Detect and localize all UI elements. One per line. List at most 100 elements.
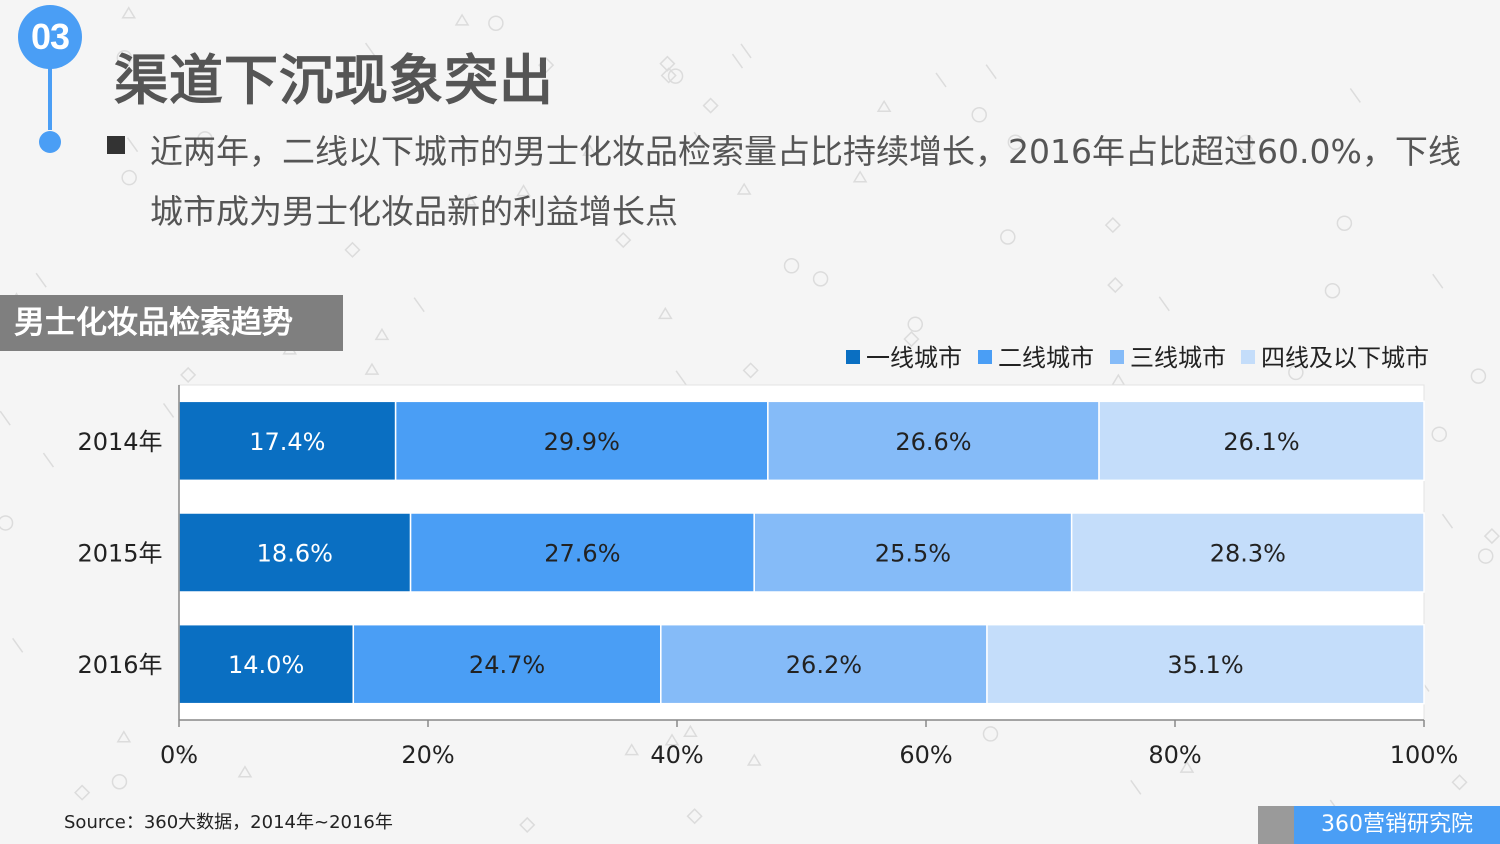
bg-triangle	[516, 184, 531, 197]
data-label: 28.3%	[1210, 540, 1286, 568]
data-label: 26.6%	[895, 428, 971, 456]
data-label: 14.0%	[228, 651, 304, 679]
bg-triangle	[736, 182, 752, 195]
bg-diamond	[686, 808, 703, 825]
source-note: Source：360大数据，2014年~2016年	[64, 812, 393, 833]
badge-dot	[39, 131, 61, 153]
data-label: 17.4%	[249, 428, 325, 456]
bg-circle	[982, 726, 999, 742]
bg-triangle	[582, 143, 597, 156]
bg-triangle	[746, 753, 762, 766]
data-label: 26.2%	[786, 651, 862, 679]
bg-line	[731, 53, 744, 69]
bg-line	[413, 297, 425, 313]
bg-diamond	[180, 366, 197, 383]
bg-circle	[488, 15, 504, 31]
bg-circle	[1324, 282, 1341, 299]
bar-segment	[178, 400, 397, 482]
x-tick-label: 40%	[650, 741, 703, 769]
bg-circle	[1470, 368, 1487, 384]
bg-diamond	[903, 331, 920, 348]
bg-diamond	[519, 816, 536, 833]
legend-swatch-2	[978, 350, 992, 364]
bar-segment	[753, 512, 1073, 593]
data-label: 35.1%	[1167, 651, 1243, 679]
bar-segment	[660, 623, 988, 705]
bg-circle	[0, 515, 14, 531]
bg-line	[1158, 296, 1170, 312]
bg-circle	[1336, 215, 1353, 231]
bg-circle	[121, 169, 137, 186]
bg-circle	[812, 271, 829, 287]
bg-circle	[1000, 229, 1016, 245]
data-label: 29.9%	[544, 428, 620, 456]
bg-triangle	[462, 193, 477, 206]
x-tick-label: 20%	[401, 741, 454, 769]
bg-diamond	[1104, 217, 1121, 234]
brand-logo: 360营销研究院	[1294, 806, 1500, 844]
bg-triangle	[624, 743, 640, 756]
section-number-badge: 03	[18, 5, 82, 69]
data-label: 26.1%	[1223, 428, 1299, 456]
bg-line	[935, 72, 947, 88]
bg-diamond	[344, 241, 361, 258]
bar-segment	[394, 400, 769, 482]
bg-circle	[111, 774, 128, 790]
bg-circle	[907, 316, 924, 333]
bg-triangle	[116, 730, 132, 743]
page-title: 渠道下沉现象突出	[114, 49, 554, 112]
bar-segment	[1098, 400, 1425, 482]
bar-segment	[1070, 512, 1425, 593]
bg-triangle	[179, 747, 194, 760]
bg-line	[1130, 779, 1142, 795]
bg-circle	[971, 107, 987, 123]
legend-label-4: 四线及以下城市	[1261, 344, 1429, 372]
bg-triangle	[657, 306, 673, 320]
bg-line	[12, 637, 24, 653]
bg-diamond	[1107, 277, 1124, 294]
bg-circle	[1431, 426, 1447, 442]
bg-circle	[1477, 548, 1494, 564]
category-label-1: 2014年	[77, 428, 162, 456]
logo-gray-block	[1258, 806, 1294, 844]
bg-line	[364, 42, 377, 58]
bar-segment	[352, 623, 662, 705]
bg-diamond	[660, 67, 677, 84]
bg-line	[162, 403, 175, 418]
data-label: 24.7%	[469, 651, 545, 679]
bar-segment	[986, 623, 1425, 705]
bg-line	[675, 370, 687, 386]
legend-label-3: 三线城市	[1130, 344, 1226, 372]
legend-label-2: 二线城市	[998, 344, 1094, 372]
bg-triangle	[121, 6, 137, 19]
bg-line	[693, 131, 705, 147]
bg-diamond	[702, 97, 719, 114]
bg-diamond	[1451, 774, 1468, 791]
bg-line	[740, 43, 752, 59]
bg-diamond	[659, 55, 676, 72]
bg-circle	[783, 258, 800, 274]
bg-triangle	[364, 362, 380, 375]
bg-line	[1244, 150, 1256, 165]
bg-line	[0, 410, 11, 426]
bg-circle	[197, 131, 213, 147]
legend-swatch-1	[846, 350, 860, 364]
bg-diamond	[742, 362, 759, 379]
bg-circle	[116, 49, 133, 66]
bg-diamond	[1483, 528, 1500, 545]
legend-swatch-4	[1241, 350, 1255, 364]
bullet-square-icon	[107, 136, 125, 154]
legend-swatch-3	[1110, 350, 1124, 364]
category-label-3: 2016年	[77, 651, 162, 679]
bg-triangle	[876, 99, 892, 113]
bg-circle	[1288, 364, 1304, 381]
stacked-bar-chart: 2014年 17.4% 29.9% 26.6% 26.1% 2015年 18.6% 27.6%…	[77, 344, 1458, 769]
bg-triangle	[454, 13, 470, 26]
bg-triangle	[683, 724, 698, 737]
bg-triangle	[852, 170, 868, 183]
bullet-text: 近两年，二线以下城市的男士化妆品检索量占比持续增长，2016年占比超过60.0%…	[150, 132, 1461, 231]
bg-circle	[667, 68, 684, 84]
badge-connector	[48, 60, 52, 130]
bg-line	[985, 64, 997, 80]
bg-line	[1441, 513, 1454, 529]
